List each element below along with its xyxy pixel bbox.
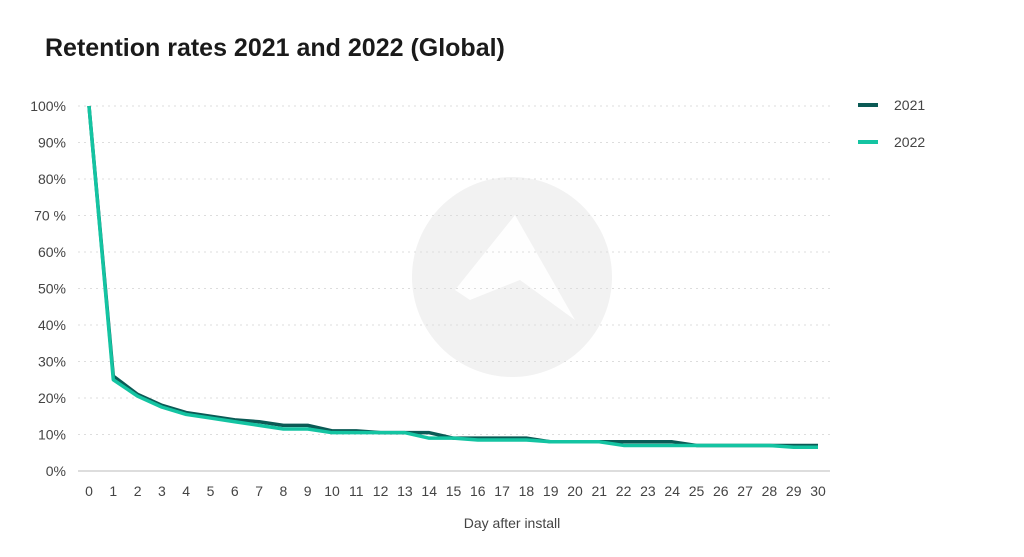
x-tick-label: 1 [109,483,117,499]
legend-swatch [858,140,878,144]
x-tick-label: 26 [713,483,729,499]
x-tick-label: 6 [231,483,239,499]
x-tick-label: 10 [324,483,340,499]
x-tick-label: 12 [373,483,389,499]
x-tick-label: 29 [786,483,802,499]
x-tick-label: 7 [255,483,263,499]
x-tick-label: 17 [494,483,510,499]
x-tick-label: 16 [470,483,486,499]
x-tick-label: 28 [762,483,778,499]
x-tick-label: 22 [616,483,632,499]
x-tick-label: 25 [689,483,705,499]
watermark-logo [412,177,612,377]
y-tick-label: 70 % [34,208,66,224]
legend-item-2021: 2021 [858,97,925,113]
x-tick-label: 9 [304,483,312,499]
legend-item-2022: 2022 [858,134,925,150]
series-line-2022 [87,105,818,450]
x-tick-label: 21 [592,483,608,499]
x-tick-label: 30 [810,483,826,499]
legend-label: 2022 [894,134,926,150]
y-tick-label: 100% [30,98,66,114]
x-tick-label: 14 [421,483,437,499]
x-tick-label: 8 [280,483,288,499]
legend-swatch [858,103,878,107]
x-tick-label: 2 [134,483,142,499]
y-tick-label: 90% [38,135,66,151]
x-axis-label: Day after install [464,515,560,531]
x-tick-label: 24 [664,483,680,499]
x-tick-label: 20 [567,483,583,499]
chart-title: Retention rates 2021 and 2022 (Global) [45,34,505,62]
x-tick-label: 27 [737,483,753,499]
x-tick-label: 4 [182,483,190,499]
legend-label: 2021 [894,97,926,113]
y-tick-label: 10% [38,427,66,443]
y-tick-label: 0% [46,463,66,479]
y-tick-label: 50% [38,281,66,297]
x-tick-label: 19 [543,483,559,499]
x-tick-label: 0 [85,483,93,499]
x-tick-label: 18 [519,483,535,499]
x-tick-label: 23 [640,483,656,499]
x-tick-label: 13 [397,483,413,499]
y-tick-label: 80% [38,171,66,187]
y-tick-label: 60% [38,244,66,260]
x-tick-label: 15 [446,483,462,499]
x-tick-label: 5 [207,483,215,499]
y-tick-label: 40% [38,317,66,333]
x-tick-label: 11 [349,483,364,499]
x-tick-label: 3 [158,483,166,499]
y-tick-label: 20% [38,390,66,406]
y-tick-label: 30% [38,354,66,370]
